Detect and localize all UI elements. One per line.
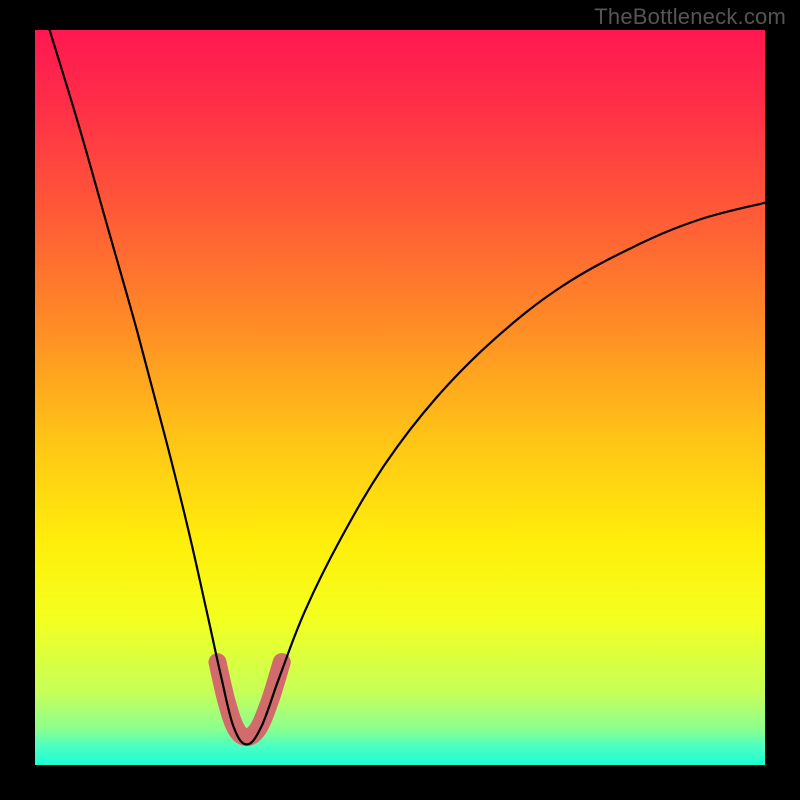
gradient-plot-area xyxy=(35,30,765,765)
watermark-text: TheBottleneck.com xyxy=(594,4,786,30)
stage: TheBottleneck.com xyxy=(0,0,800,800)
chart-svg xyxy=(0,0,800,800)
